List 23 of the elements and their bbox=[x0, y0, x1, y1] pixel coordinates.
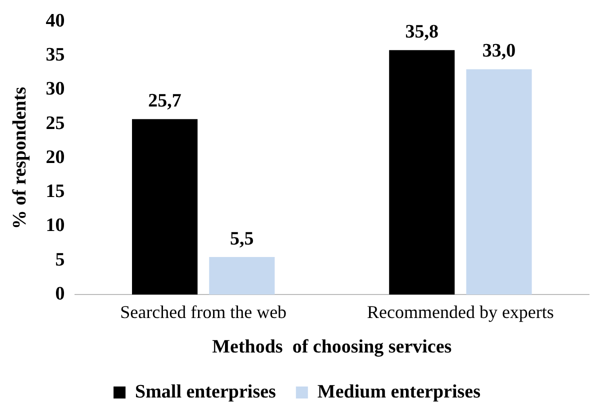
y-tick-label: 40 bbox=[46, 10, 65, 32]
legend-label: Medium enterprises bbox=[317, 381, 480, 402]
bar bbox=[209, 257, 275, 295]
y-axis-title: % of respondents bbox=[9, 86, 30, 230]
data-label: 25,7 bbox=[148, 90, 182, 112]
data-label: 5,5 bbox=[230, 228, 254, 250]
bar bbox=[466, 69, 532, 295]
y-tick-label: 10 bbox=[46, 215, 65, 236]
y-tick-label: 0 bbox=[55, 284, 65, 305]
bar bbox=[389, 50, 455, 295]
x-tick-label: Searched from the web bbox=[120, 302, 287, 322]
data-label: 33,0 bbox=[482, 40, 516, 62]
data-label: 35,8 bbox=[405, 21, 439, 42]
y-tick-label: 25 bbox=[46, 112, 65, 134]
y-tick-label: 20 bbox=[46, 146, 65, 168]
legend-label: Small enterprises bbox=[135, 381, 276, 402]
y-tick-label: 30 bbox=[46, 78, 65, 100]
y-tick-label: 15 bbox=[46, 181, 65, 202]
bar bbox=[132, 119, 198, 295]
y-tick-label: 5 bbox=[55, 249, 65, 270]
x-tick-label: Recommended by experts bbox=[366, 302, 554, 322]
y-tick-label: 35 bbox=[46, 44, 65, 66]
x-axis-title: Methods of choosing services bbox=[212, 336, 452, 358]
